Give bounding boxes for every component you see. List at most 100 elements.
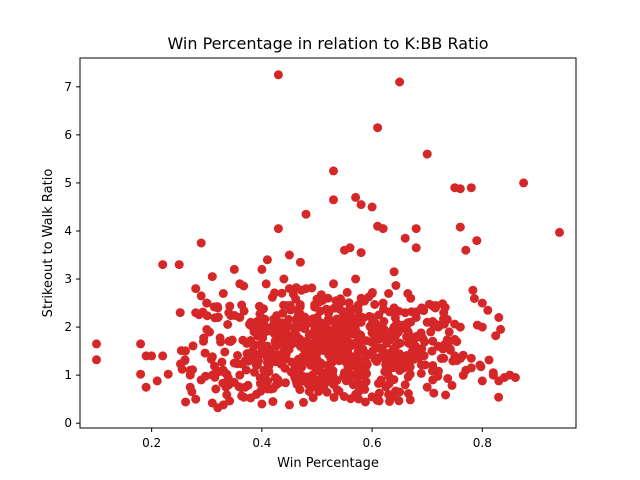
scatter-point [367, 202, 377, 212]
scatter-point [341, 376, 351, 386]
scatter-point [445, 344, 455, 354]
scatter-point [199, 333, 209, 343]
scatter-point [205, 327, 214, 337]
scatter-point [477, 298, 487, 308]
scatter-point [392, 307, 402, 317]
scatter-point [217, 357, 227, 367]
scatter-point [275, 335, 285, 345]
scatter-point [427, 346, 437, 356]
scatter-point [354, 386, 364, 396]
y-axis: 0 1 2 3 4 5 6 7 [64, 80, 80, 430]
scatter-point [210, 372, 220, 382]
y-axis-label: Strikeout to Walk Ratio [41, 169, 56, 318]
scatter-point [468, 285, 478, 295]
x-axis-label: Win Percentage [277, 456, 379, 471]
scatter-point [354, 394, 363, 404]
scatter-point [306, 315, 315, 325]
scatter-point [345, 243, 355, 253]
scatter-point [307, 283, 317, 293]
scatter-point [329, 166, 338, 176]
scatter-point [466, 363, 476, 373]
scatter-point [461, 245, 471, 255]
scatter-point [202, 298, 212, 308]
scatter-point [188, 365, 197, 375]
scatter-point [358, 313, 368, 323]
scatter-point [337, 297, 347, 307]
scatter-point [147, 351, 157, 361]
scatter-point [305, 358, 315, 368]
scatter-point [257, 323, 266, 333]
scatter-point [391, 281, 401, 290]
scatter-point [239, 306, 249, 316]
scatter-point [394, 339, 404, 349]
scatter-point [450, 319, 460, 329]
scatter-point [353, 305, 363, 315]
scatter-point [411, 224, 421, 234]
scatter-point [226, 311, 236, 321]
scatter-point [187, 387, 197, 397]
scatter-point [243, 380, 253, 390]
scatter-point [466, 183, 476, 193]
scatter-point [234, 382, 244, 392]
scatter-point [429, 388, 439, 398]
scatter-point [207, 272, 217, 282]
scatter-point [389, 267, 399, 277]
scatter-point [433, 371, 443, 381]
scatter-point [152, 376, 162, 386]
scatter-point [374, 388, 384, 398]
scatter-point [301, 209, 311, 219]
scatter-point [299, 397, 308, 407]
scatter-point [174, 260, 184, 270]
scatter-point [202, 311, 212, 321]
scatter-point [428, 336, 438, 346]
scatter-point [257, 264, 267, 274]
scatter-point [407, 307, 417, 317]
scatter-point [223, 320, 233, 329]
scatter-point [438, 299, 448, 309]
scatter-point [469, 294, 479, 303]
scatter-point [295, 257, 305, 267]
scatter-point [221, 382, 231, 392]
scatter-point [181, 397, 191, 407]
scatter-point [229, 264, 239, 274]
scatter-point [444, 327, 454, 337]
scatter-point [225, 301, 235, 311]
scatter-point [388, 344, 398, 354]
scatter-point [348, 320, 358, 330]
scatter-point [284, 250, 294, 260]
scatter-point [389, 375, 399, 385]
scatter-point [92, 339, 101, 349]
scatter-point [343, 361, 353, 371]
scatter-point [348, 380, 358, 390]
scatter-point [278, 308, 288, 318]
y-tick-label: 4 [64, 224, 72, 238]
scatter-point [326, 350, 336, 360]
scatter-point [335, 304, 345, 314]
scatter-point [295, 385, 305, 395]
scatter-point [346, 311, 356, 321]
scatter-point [273, 70, 283, 80]
x-tick-label: 0.2 [142, 436, 161, 450]
scatter-point [488, 370, 498, 380]
scatter-point [338, 347, 348, 357]
scatter-point [356, 200, 366, 210]
scatter-point [305, 350, 315, 360]
scatter-point [339, 392, 349, 401]
scatter-point [400, 380, 410, 390]
scatter-point [180, 355, 190, 365]
scatter-point [439, 314, 448, 324]
scatter-point [342, 287, 352, 297]
scatter-point [458, 370, 468, 380]
scatter-point [395, 77, 405, 87]
scatter-point [262, 255, 272, 265]
scatter-point [279, 300, 289, 310]
scatter-point [392, 318, 402, 328]
scatter-point [163, 369, 173, 379]
scatter-point [402, 354, 412, 364]
scatter-point [329, 392, 339, 402]
scatter-point [273, 224, 283, 234]
scatter-point [411, 243, 421, 253]
scatter-point [353, 329, 363, 338]
scatter-point [271, 341, 281, 351]
scatter-point [447, 380, 457, 390]
